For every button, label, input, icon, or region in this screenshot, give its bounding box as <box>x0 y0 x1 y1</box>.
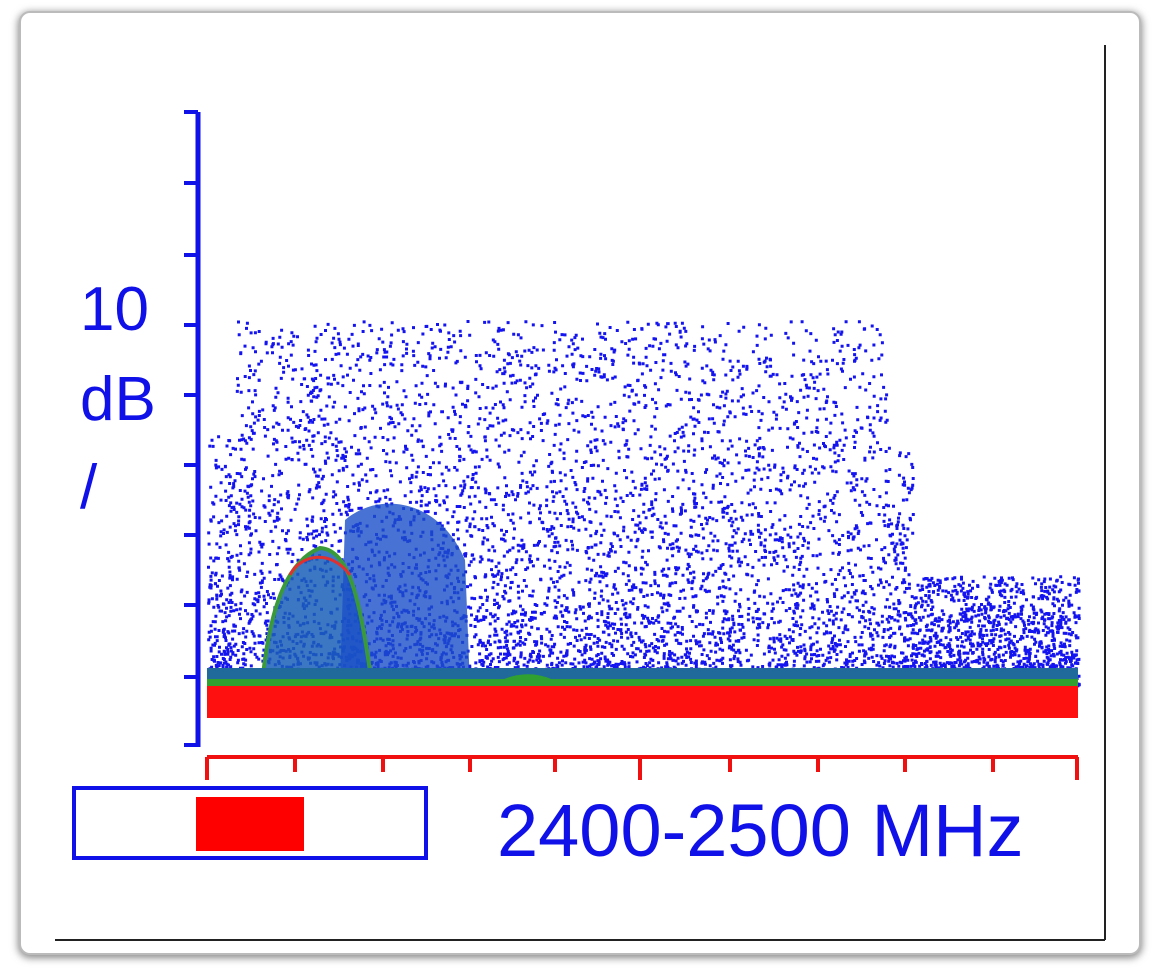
x-ticks <box>205 757 1079 780</box>
noise-bump <box>490 674 565 687</box>
signal-hump <box>340 503 470 685</box>
noise-floor <box>207 686 1078 718</box>
signal-peak <box>288 555 352 576</box>
y-label: 10 <box>80 275 149 344</box>
signal-envelope <box>260 545 374 686</box>
y-label: / <box>80 453 98 522</box>
y-label: dB <box>80 365 156 434</box>
span-label: 2400-2500 MHz <box>497 789 1024 872</box>
noise-floor-green <box>207 679 1078 687</box>
spectrum <box>207 320 1081 718</box>
y-ticks <box>184 110 198 747</box>
span-position <box>196 797 304 851</box>
